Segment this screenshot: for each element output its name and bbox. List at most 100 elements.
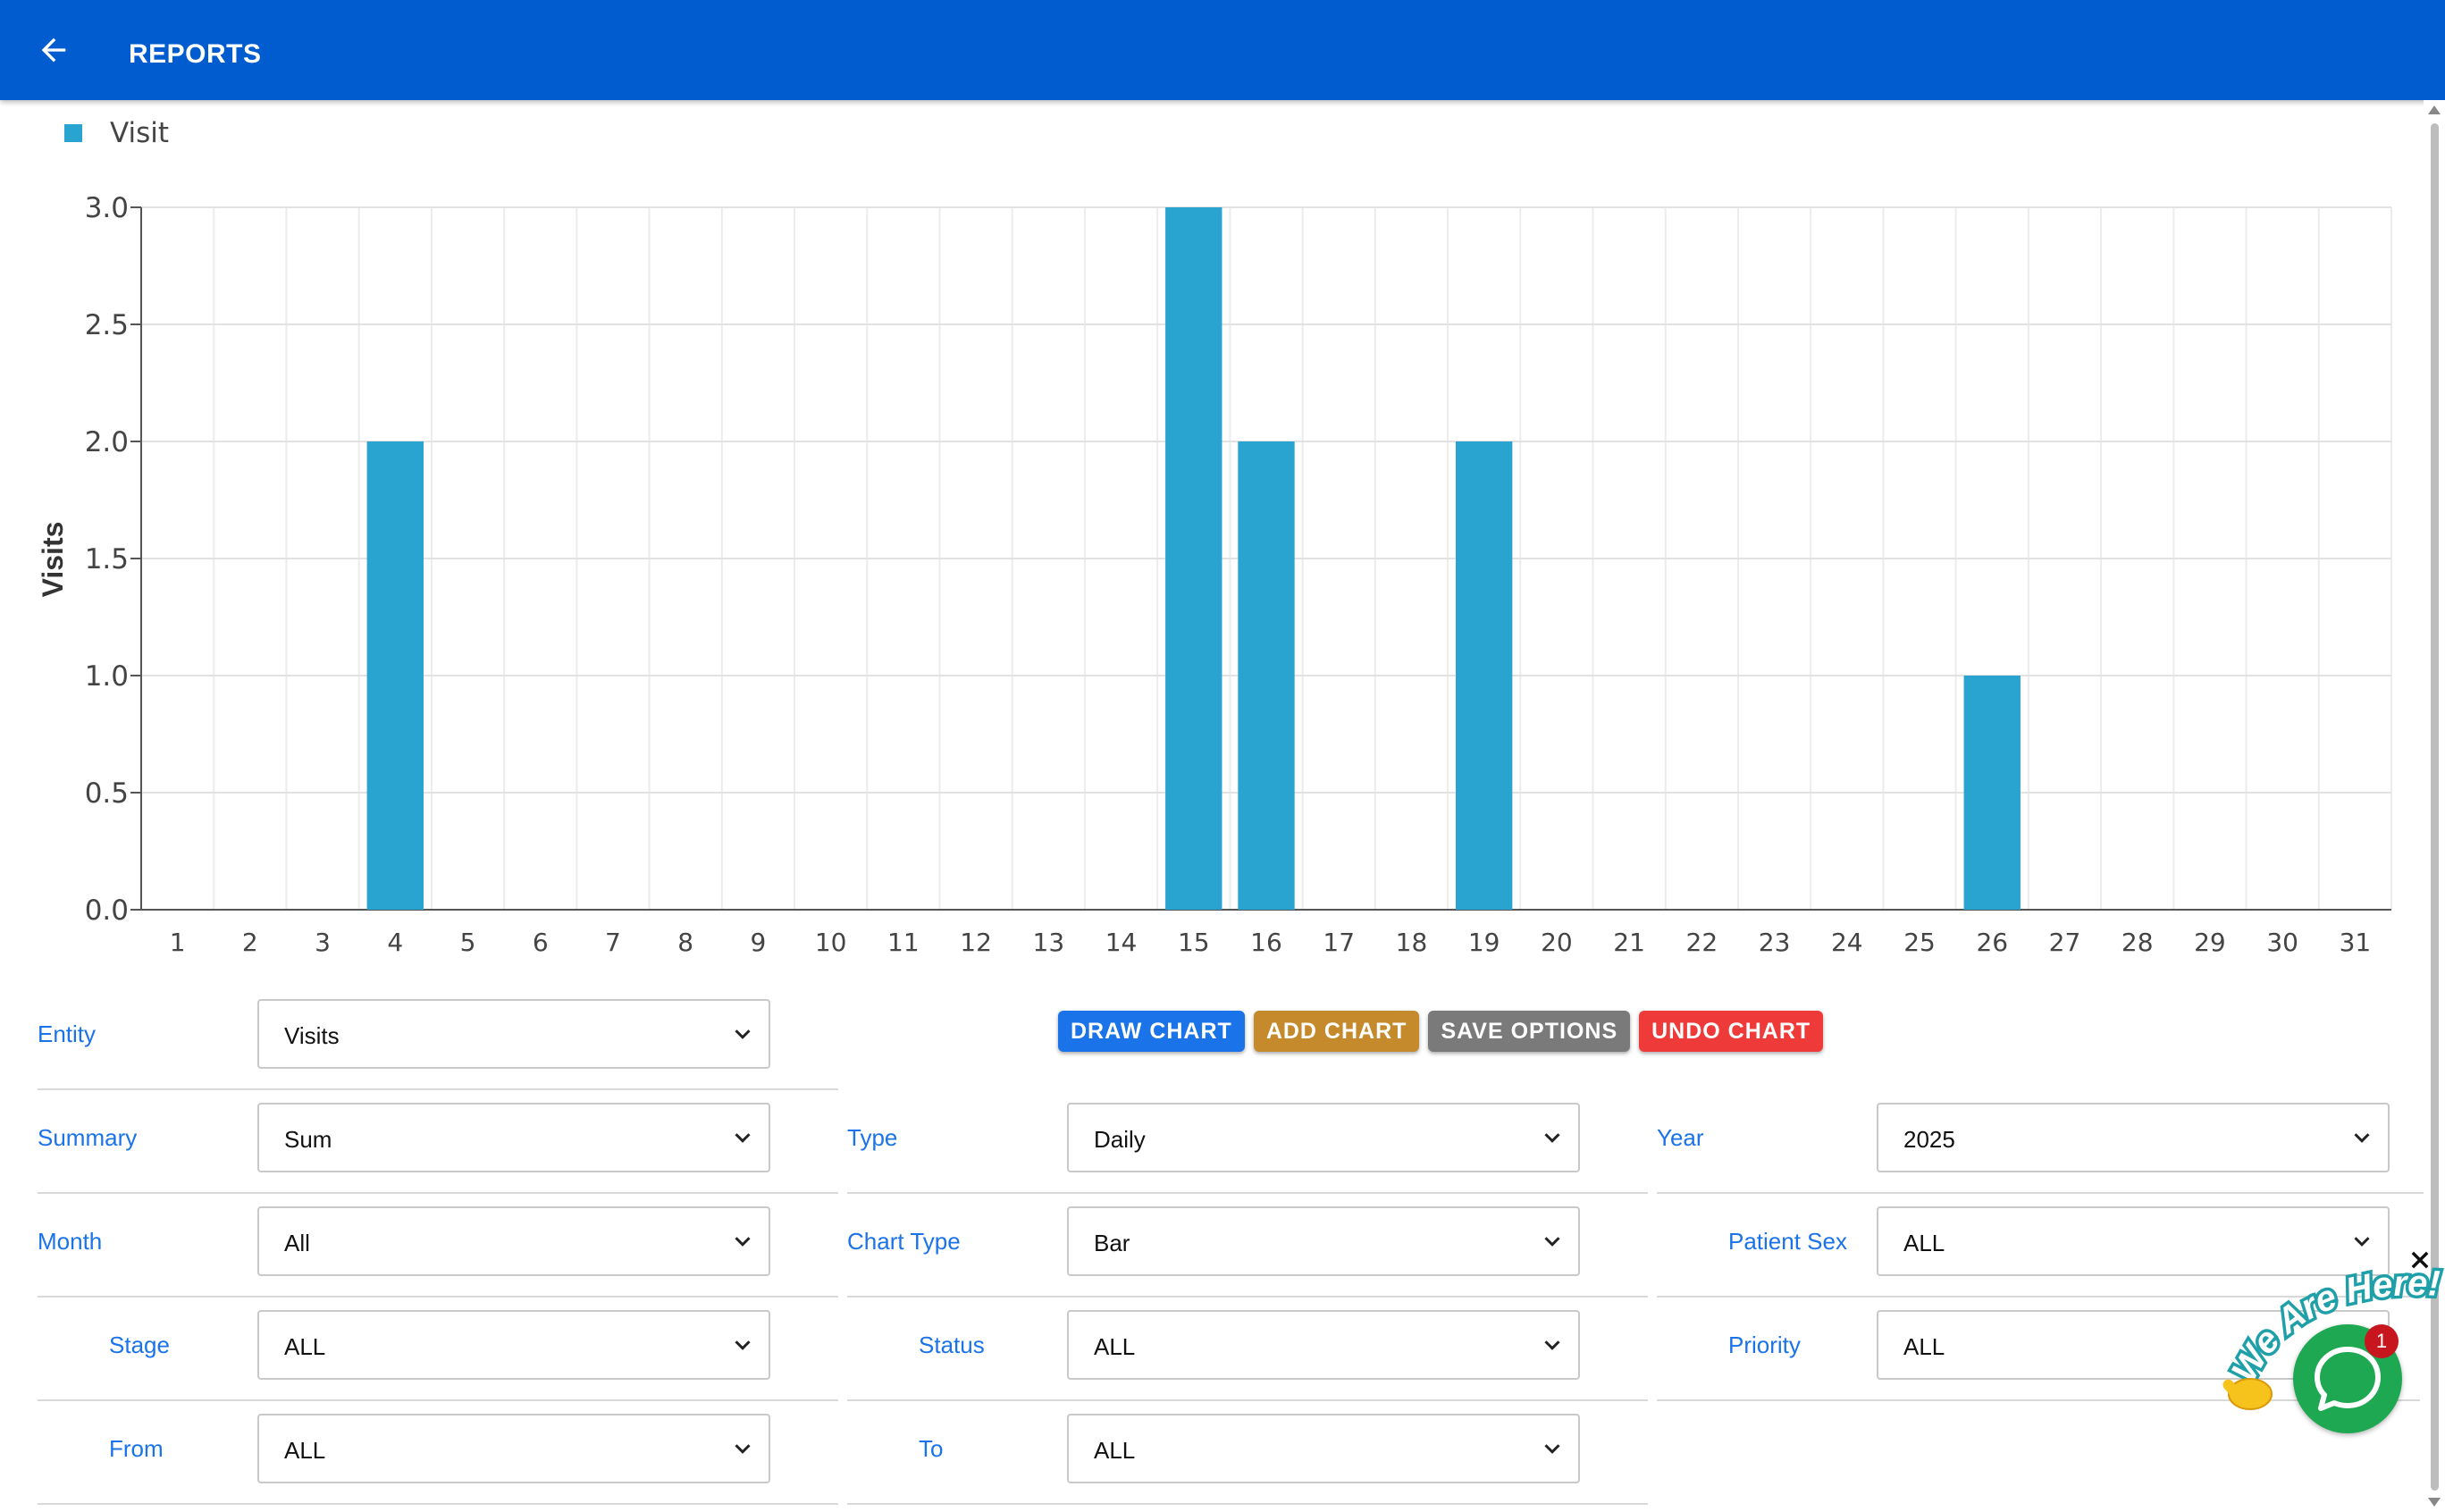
to-field: To ALL <box>847 1401 1648 1505</box>
y-axis-label: Visits <box>37 522 69 598</box>
chevron-down-icon <box>735 1133 751 1143</box>
patient-sex-value: ALL <box>1903 1230 1945 1256</box>
summary-value: Sum <box>284 1126 332 1153</box>
bar-day-16[interactable] <box>1238 441 1295 910</box>
type-value: Daily <box>1094 1126 1146 1153</box>
x-tick-label: 1 <box>170 928 186 957</box>
summary-field: Summary Sum <box>38 1090 838 1194</box>
back-button[interactable] <box>30 27 77 73</box>
stage-label: Stage <box>109 1331 170 1358</box>
chevron-down-icon <box>1544 1237 1560 1247</box>
stage-value: ALL <box>284 1333 326 1360</box>
year-select[interactable]: 2025 <box>1877 1103 2390 1172</box>
y-tick-label: 2.5 <box>85 309 129 341</box>
x-tick-label: 11 <box>887 928 920 957</box>
chevron-down-icon <box>1544 1444 1560 1454</box>
x-tick-label: 26 <box>1976 928 2008 957</box>
priority-label: Priority <box>1728 1331 1801 1358</box>
add-chart-button[interactable]: ADD CHART <box>1253 1011 1420 1052</box>
bar-day-15[interactable] <box>1165 207 1222 910</box>
legend-swatch-visit <box>64 124 82 142</box>
scroll-down-arrow-icon[interactable] <box>2428 1498 2441 1507</box>
x-tick-label: 28 <box>2122 928 2154 957</box>
arrow-left-icon <box>41 38 66 63</box>
stage-field: Stage ALL <box>38 1298 838 1401</box>
chevron-down-icon <box>2354 1237 2370 1247</box>
x-axis-ticks: 1 2 3 4 5 6 7 8 9 10 11 12 13 14 15 16 17 18 19 20 21 22 23 24 2… <box>170 928 2372 957</box>
type-label: Type <box>847 1124 898 1151</box>
x-tick-label: 12 <box>960 928 992 957</box>
x-tick-label: 16 <box>1250 928 1282 957</box>
x-tick-label: 14 <box>1105 928 1138 957</box>
undo-chart-button[interactable]: UNDO CHART <box>1639 1011 1824 1052</box>
waving-hand-icon <box>2222 1378 2273 1410</box>
chart-legend[interactable]: Visit <box>64 117 169 149</box>
x-tick-label: 27 <box>2049 928 2081 957</box>
month-value: All <box>284 1230 310 1256</box>
year-field: Year 2025 <box>1657 1090 2445 1194</box>
x-tick-label: 24 <box>1831 928 1863 957</box>
chat-notification-badge: 1 <box>2365 1324 2399 1358</box>
x-tick-label: 7 <box>605 928 621 957</box>
type-select[interactable]: Daily <box>1067 1103 1580 1172</box>
chart-type-field: Chart Type Bar <box>847 1194 1648 1298</box>
bar-day-4[interactable] <box>366 441 424 910</box>
x-tick-label: 17 <box>1323 928 1355 957</box>
entity-select[interactable]: Visits <box>257 999 770 1069</box>
x-tick-label: 5 <box>460 928 476 957</box>
scroll-up-arrow-icon[interactable] <box>2428 105 2441 114</box>
x-tick-label: 13 <box>1033 928 1065 957</box>
patient-sex-field: Patient Sex ALL <box>1657 1194 2420 1298</box>
chevron-down-icon <box>2354 1133 2370 1143</box>
x-tick-label: 9 <box>751 928 767 957</box>
x-tick-label: 8 <box>677 928 693 957</box>
stage-select[interactable]: ALL <box>257 1310 770 1380</box>
x-tick-label: 4 <box>387 928 403 957</box>
app-header: REPORTS <box>0 0 2445 100</box>
patient-sex-select[interactable]: ALL <box>1877 1206 2390 1276</box>
close-icon[interactable] <box>2407 1247 2432 1273</box>
y-tick-label: 2.0 <box>85 426 129 458</box>
type-field: Type Daily <box>847 1090 1648 1194</box>
chat-bubble-icon <box>2315 1347 2381 1411</box>
y-tick-label: 0.0 <box>85 895 129 927</box>
chevron-down-icon <box>1544 1133 1560 1143</box>
chart-grid <box>130 206 2392 911</box>
bar-day-26[interactable] <box>1963 676 2021 910</box>
from-select[interactable]: ALL <box>257 1414 770 1483</box>
x-tick-label: 19 <box>1468 928 1500 957</box>
save-options-button[interactable]: SAVE OPTIONS <box>1428 1011 1631 1052</box>
to-value: ALL <box>1094 1437 1136 1464</box>
status-label: Status <box>919 1331 985 1358</box>
y-tick-label: 1.5 <box>85 543 129 575</box>
chevron-down-icon <box>735 1029 751 1039</box>
x-tick-label: 10 <box>815 928 847 957</box>
entity-label: Entity <box>38 1021 97 1047</box>
x-tick-label: 2 <box>242 928 258 957</box>
chart-action-buttons: DRAW CHART ADD CHART SAVE OPTIONS UNDO C… <box>1058 1011 1824 1052</box>
status-field: Status ALL <box>847 1298 1648 1401</box>
chart-type-label: Chart Type <box>847 1228 961 1255</box>
to-select[interactable]: ALL <box>1067 1414 1580 1483</box>
legend-label-visit: Visit <box>110 117 169 149</box>
to-label: To <box>919 1435 944 1462</box>
priority-value: ALL <box>1903 1333 1945 1360</box>
month-select[interactable]: All <box>257 1206 770 1276</box>
status-select[interactable]: ALL <box>1067 1310 1580 1380</box>
chevron-down-icon <box>1544 1340 1560 1350</box>
page-scrollbar[interactable] <box>2424 100 2445 1512</box>
entity-value: Visits <box>284 1022 340 1049</box>
status-value: ALL <box>1094 1333 1136 1360</box>
draw-chart-button[interactable]: DRAW CHART <box>1058 1011 1245 1052</box>
x-tick-label: 18 <box>1396 928 1428 957</box>
page-title: REPORTS <box>129 39 262 69</box>
chart-type-select[interactable]: Bar <box>1067 1206 1580 1276</box>
y-tick-label: 1.0 <box>85 660 129 693</box>
x-tick-label: 25 <box>1903 928 1936 957</box>
entity-field: Entity Visits <box>38 987 838 1090</box>
bar-day-19[interactable] <box>1455 441 1513 910</box>
chevron-down-icon <box>735 1237 751 1247</box>
scrollbar-thumb[interactable] <box>2431 123 2439 1491</box>
summary-select[interactable]: Sum <box>257 1103 770 1172</box>
